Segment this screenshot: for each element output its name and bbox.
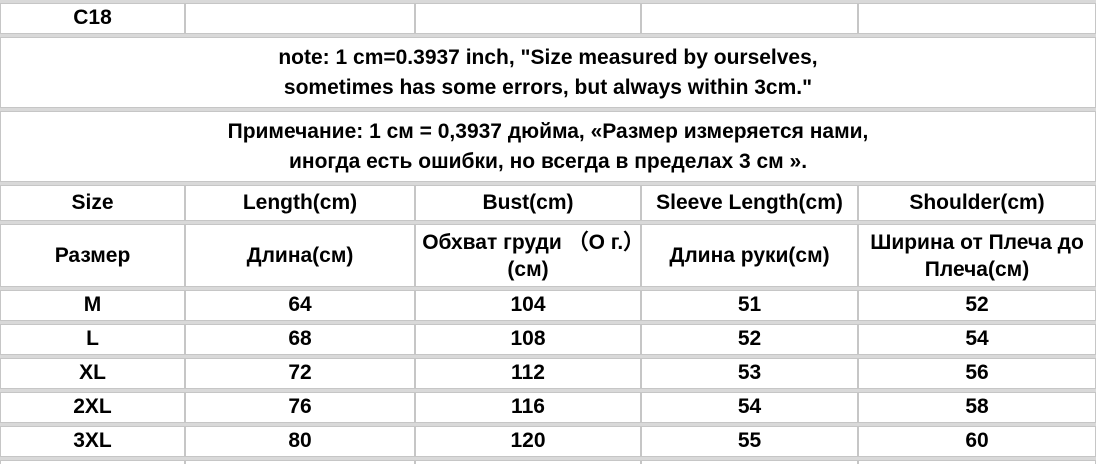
bust-cell: 104	[415, 290, 641, 321]
sleeve-length-cell: 53	[641, 358, 858, 389]
shoulder-cell: 56	[858, 358, 1096, 389]
bust-cell: 116	[415, 392, 641, 423]
note-en-cell: note: 1 cm=0.3937 inch, "Size measured b…	[0, 37, 1096, 108]
length-cell: 76	[185, 392, 415, 423]
note-en-line1: note: 1 cm=0.3937 inch, "Size measured b…	[278, 45, 818, 69]
sleeve-length-cell: 54	[641, 392, 858, 423]
shoulder-cell: 58	[858, 392, 1096, 423]
length-cell: 68	[185, 324, 415, 355]
empty-cell	[185, 3, 415, 34]
sleeve-length-cell: 51	[641, 290, 858, 321]
bust-cell: 120	[415, 426, 641, 457]
note-ru-line1: Примечание: 1 см = 0,3937 дюйма, «Размер…	[227, 119, 869, 143]
header-row-ru: Размер Длина(см) Обхват груди （О г.）(см)…	[0, 224, 1096, 287]
empty-cell	[641, 3, 858, 34]
header-cell-sleeve-length: Sleeve Length(cm)	[641, 185, 858, 221]
note-ru-cell: Примечание: 1 см = 0,3937 дюйма, «Размер…	[0, 111, 1096, 182]
empty-cell	[858, 3, 1096, 34]
table-row-l: L 68 108 52 54	[0, 324, 1096, 355]
product-code-cell: C18	[0, 3, 185, 34]
header-cell-size-ru: Размер	[0, 224, 185, 287]
header-row-en: Size Length(cm) Bust(cm) Sleeve Length(c…	[0, 185, 1096, 221]
length-cell: 72	[185, 358, 415, 389]
table-row-xl: XL 72 112 53 56	[0, 358, 1096, 389]
note-row-en: note: 1 cm=0.3937 inch, "Size measured b…	[0, 37, 1096, 108]
empty-cell	[641, 460, 858, 464]
header-cell-length: Length(cm)	[185, 185, 415, 221]
size-cell: 2XL	[0, 392, 185, 423]
size-cell: XL	[0, 358, 185, 389]
empty-cell	[858, 460, 1096, 464]
header-cell-bust: Bust(cm)	[415, 185, 641, 221]
header-cell-size: Size	[0, 185, 185, 221]
sleeve-length-cell: 52	[641, 324, 858, 355]
table-row-m: M 64 104 51 52	[0, 290, 1096, 321]
length-cell: 64	[185, 290, 415, 321]
header-cell-shoulder-ru: Ширина от Плеча до Плеча(см)	[858, 224, 1096, 287]
header-cell-shoulder: Shoulder(cm)	[858, 185, 1096, 221]
header-cell-bust-ru: Обхват груди （О г.）(см)	[415, 224, 641, 287]
length-cell: 80	[185, 426, 415, 457]
table-row-3xl: 3XL 80 120 55 60	[0, 426, 1096, 457]
empty-cell	[415, 3, 641, 34]
size-cell: M	[0, 290, 185, 321]
sleeve-length-cell: 55	[641, 426, 858, 457]
partial-bottom-row	[0, 460, 1096, 464]
note-ru-line2: иногда есть ошибки, но всегда в пределах…	[288, 149, 808, 173]
bust-cell: 112	[415, 358, 641, 389]
size-cell: L	[0, 324, 185, 355]
shoulder-cell: 54	[858, 324, 1096, 355]
table-row-2xl: 2XL 76 116 54 58	[0, 392, 1096, 423]
shoulder-cell: 60	[858, 426, 1096, 457]
header-cell-sleeve-length-ru: Длина руки(см)	[641, 224, 858, 287]
empty-cell	[185, 460, 415, 464]
shoulder-cell: 52	[858, 290, 1096, 321]
bust-cell: 108	[415, 324, 641, 355]
product-code-row: C18	[0, 3, 1096, 34]
note-en-line2: sometimes has some errors, but always wi…	[283, 75, 813, 99]
header-cell-length-ru: Длина(см)	[185, 224, 415, 287]
empty-cell	[0, 460, 185, 464]
note-row-ru: Примечание: 1 см = 0,3937 дюйма, «Размер…	[0, 111, 1096, 182]
empty-cell	[415, 460, 641, 464]
size-cell: 3XL	[0, 426, 185, 457]
